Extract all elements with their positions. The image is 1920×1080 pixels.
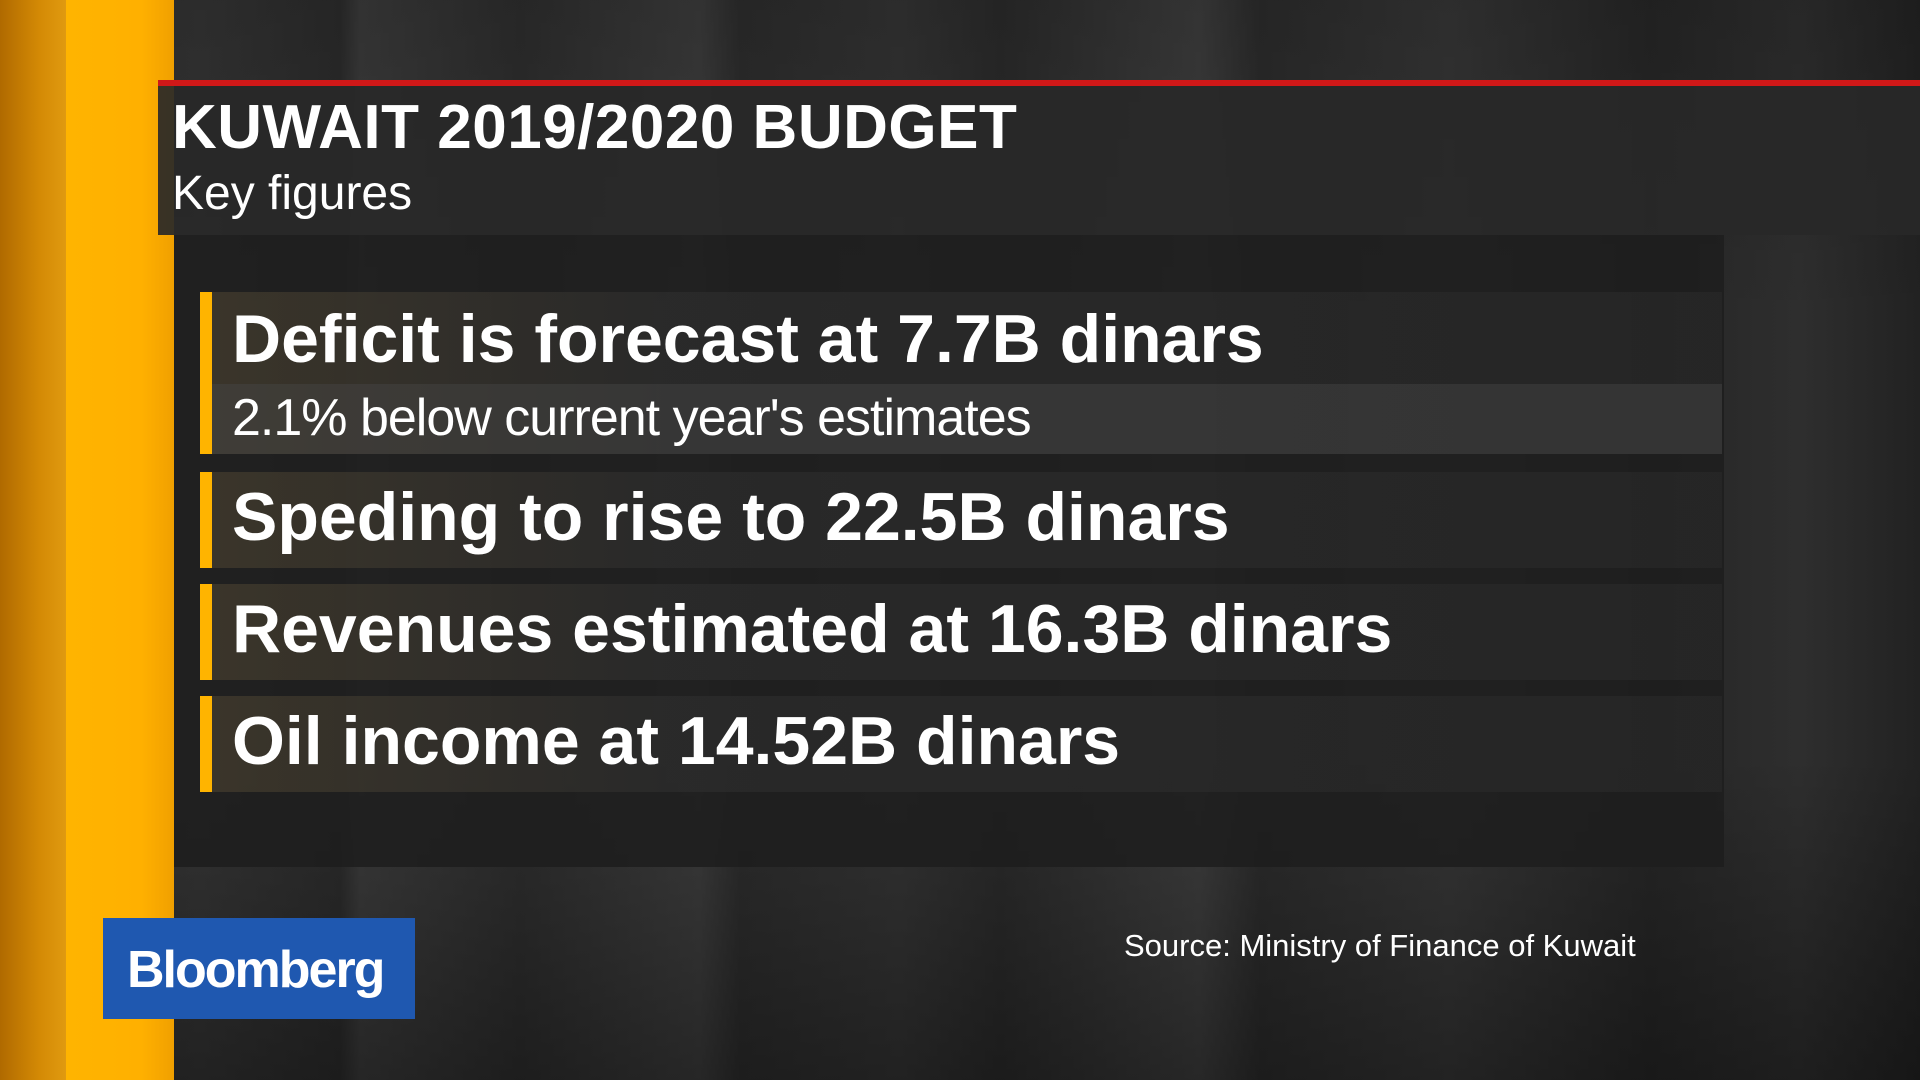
title-bar (158, 80, 1920, 235)
list-item-main: Revenues estimated at 16.3B dinars (232, 591, 1393, 667)
list-item-oil-income: Oil income at 14.52B dinars (200, 696, 1722, 792)
bloomberg-logo: Bloomberg (103, 918, 415, 1019)
list-item-deficit: Deficit is forecast at 7.7B dinars 2.1% … (200, 292, 1722, 454)
logo-text: Bloomberg (127, 941, 385, 999)
page-title: KUWAIT 2019/2020 BUDGET (172, 93, 1018, 162)
side-stripe-dark (0, 0, 66, 1080)
list-item-main: Oil income at 14.52B dinars (232, 703, 1121, 779)
source-note: Source: Ministry of Finance of Kuwait (1124, 928, 1636, 963)
list-item-main: Deficit is forecast at 7.7B dinars (232, 301, 1264, 377)
list-item-spending: Speding to rise to 22.5B dinars (200, 472, 1722, 568)
page-subtitle: Key figures (172, 167, 413, 220)
list-item-sub: 2.1% below current year's estimates (232, 389, 1032, 447)
side-stripe-light (66, 0, 174, 1080)
list-item-revenues: Revenues estimated at 16.3B dinars (200, 584, 1722, 680)
list-item-main: Speding to rise to 22.5B dinars (232, 479, 1230, 555)
list-item-sub-band (212, 384, 1722, 454)
